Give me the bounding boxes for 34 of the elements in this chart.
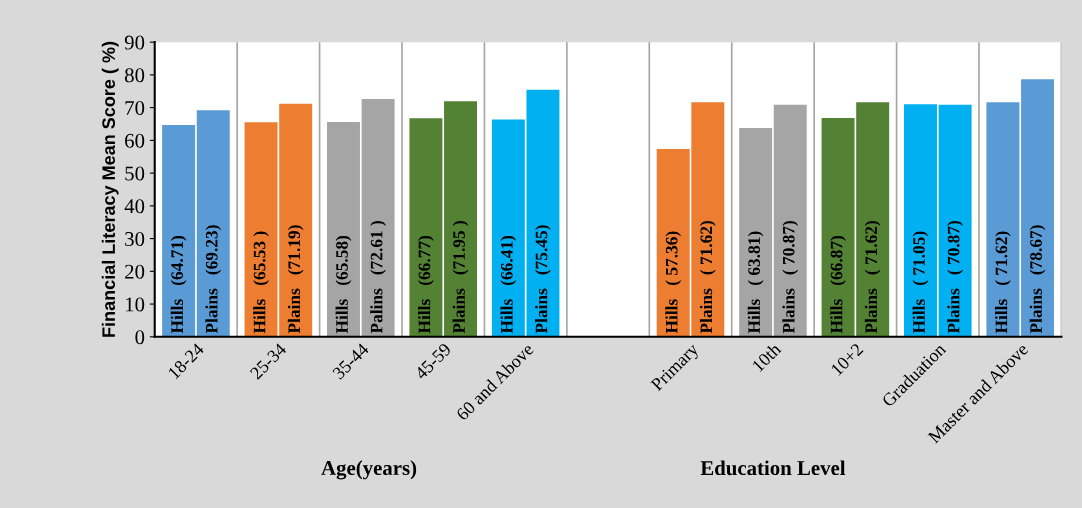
data-label: Plains ( 70.87) — [782, 220, 799, 334]
data-label: Hills (66.41) — [500, 235, 517, 334]
y-tick-label: 30 — [125, 231, 145, 247]
data-label: Hills (66.87) — [830, 235, 846, 334]
x-tick-label: 10th — [751, 341, 782, 373]
data-label: Plains ( 71.62) — [699, 220, 716, 334]
data-label: Hills ( 71.62) — [995, 231, 1011, 334]
text: Education Level — [700, 460, 846, 476]
y-tick-label: 60 — [125, 133, 145, 148]
y-axis-title: Financial Literacy Mean Score ( %) — [101, 41, 119, 337]
y-tick-label: 70 — [125, 101, 145, 116]
text: Age(years) — [321, 460, 417, 480]
y-tick-label: 80 — [124, 68, 145, 83]
y-tick-label: 20 — [125, 264, 145, 279]
data-label: Plains (71.95 ) — [452, 220, 469, 334]
data-label: Plains (75.45) — [535, 225, 551, 334]
data-label: Hills (64.71) — [170, 235, 187, 334]
data-label: Hills ( 63.81) — [747, 231, 764, 334]
y-tick-label: 90 — [124, 35, 145, 50]
data-label: Plains (71.19) — [287, 225, 304, 334]
data-label: Hills (65.53 ) — [253, 231, 269, 334]
data-label: Hills (65.58) — [335, 235, 352, 334]
data-label: Plains (78.67) — [1029, 225, 1046, 334]
y-tick-label: 10 — [126, 297, 145, 312]
data-label: Hills (66.77) — [418, 235, 434, 334]
data-label: Palins (72.61 ) — [370, 220, 386, 334]
data-label: Hills ( 71.05) — [912, 231, 929, 334]
data-label: Plains (69.23) — [205, 225, 222, 334]
y-tick-label: 50 — [125, 166, 145, 181]
data-label: Plains ( 71.62) — [864, 220, 881, 334]
y-tick-label: 0 — [135, 330, 145, 345]
y-tick-label: 40 — [124, 199, 145, 214]
data-label: Hills ( 57.36) — [665, 231, 682, 334]
data-label: Plains ( 70.87) — [947, 220, 963, 334]
